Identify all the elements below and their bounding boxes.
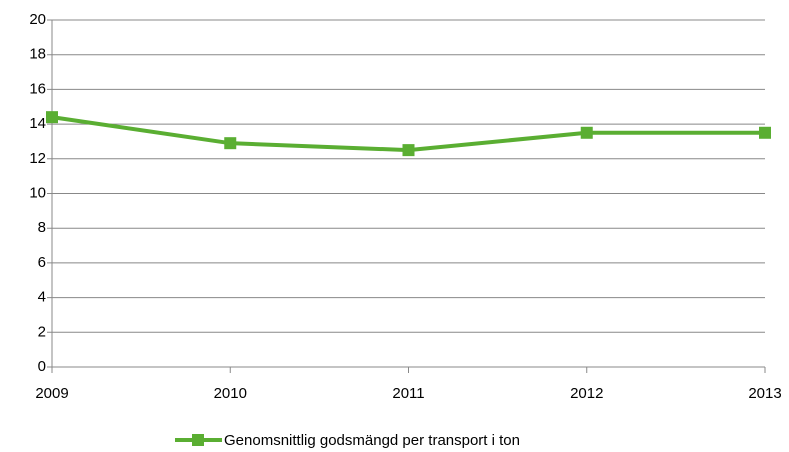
y-tick-label: 12 xyxy=(29,150,46,167)
y-tick-label: 2 xyxy=(38,323,46,340)
y-tick-label: 0 xyxy=(38,358,46,375)
x-tick-label: 2012 xyxy=(570,385,603,402)
x-tick-label: 2010 xyxy=(214,385,247,402)
y-tick-label: 4 xyxy=(38,289,46,306)
y-tick-label: 8 xyxy=(38,219,46,236)
y-tick-label: 10 xyxy=(29,184,46,201)
y-tick-label: 14 xyxy=(29,115,46,132)
marker xyxy=(224,137,237,150)
y-tick-label: 6 xyxy=(38,254,46,271)
marker xyxy=(759,126,771,139)
x-tick-label: 2009 xyxy=(35,385,68,402)
y-tick-label: 20 xyxy=(29,11,46,28)
legend-label: Genomsnittlig godsmängd per transport i … xyxy=(224,432,520,449)
x-tick-label: 2011 xyxy=(392,385,424,402)
y-tick-label: 16 xyxy=(29,80,46,97)
legend-marker xyxy=(192,434,204,446)
marker xyxy=(46,111,58,124)
y-tick-label: 18 xyxy=(29,46,46,63)
x-tick-label: 2013 xyxy=(748,385,781,402)
marker xyxy=(580,126,593,139)
marker xyxy=(402,144,415,157)
